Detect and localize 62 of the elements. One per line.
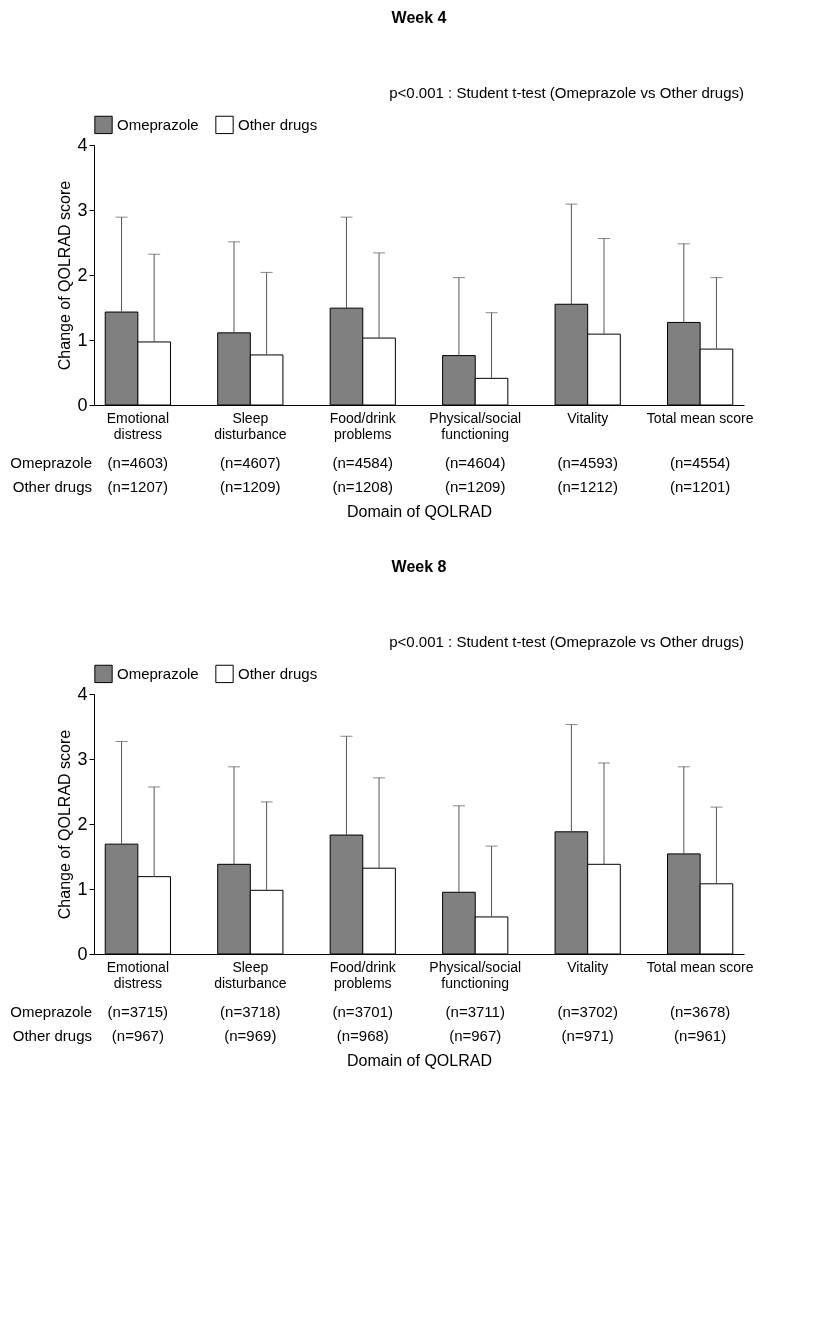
text: (n=1208) (332, 478, 394, 495)
x-axis-title: Domain of QOLRAD (347, 502, 492, 520)
text: (n=971) (561, 1027, 614, 1044)
x-axis-title: Domain of QOLRAD (347, 1051, 492, 1069)
text: (n=1212) (557, 478, 618, 495)
chart-title: Week 8 (391, 558, 447, 575)
legend-label: Other drugs (238, 115, 318, 133)
text: Other drugs (12, 1027, 92, 1044)
y-tick-label: 1 (77, 878, 88, 899)
text: (n=961) (674, 1027, 727, 1044)
text: (n=4593) (557, 454, 618, 471)
x-tick-label: Food/drink problems (329, 409, 397, 442)
text: (n=1209) (220, 478, 281, 495)
text: (n=3701) (332, 1003, 394, 1020)
x-tick-label: Emotional distress (106, 958, 169, 991)
text: (n=968) (336, 1027, 389, 1044)
x-tick-label: Vitality (567, 409, 609, 426)
text: (n=1207) (107, 478, 169, 495)
y-axis-title: Change of QOLRAD score (56, 180, 74, 371)
text: (n=3718) (220, 1003, 281, 1020)
chart-title: Week 4 (391, 9, 447, 26)
text: (n=967) (111, 1027, 164, 1044)
text: Omeprazole (10, 1003, 92, 1020)
text: (n=4554) (669, 454, 731, 471)
text: (n=969) (224, 1027, 277, 1044)
text: (n=1209) (444, 478, 506, 495)
y-tick-label: 1 (77, 329, 88, 350)
text: (n=4584) (332, 454, 394, 471)
text: (n=3678) (669, 1003, 731, 1020)
x-tick-label: Total mean score (646, 958, 754, 975)
x-tick-label: Food/drink problems (329, 958, 397, 991)
x-tick-label: Total mean score (646, 409, 754, 426)
text: (n=4607) (220, 454, 281, 471)
text: (n=967) (449, 1027, 502, 1044)
y-tick-label: 2 (77, 813, 88, 834)
x-tick-label: Sleep disturbance (214, 958, 287, 991)
text: (n=1201) (669, 478, 731, 495)
x-tick-label: Sleep disturbance (214, 409, 287, 442)
y-tick-label: 4 (77, 683, 88, 704)
text: (n=3711) (445, 1003, 505, 1020)
text: (n=3702) (557, 1003, 618, 1020)
text: (n=4603) (107, 454, 169, 471)
text: (n=3715) (107, 1003, 169, 1020)
text: (n=4604) (444, 454, 506, 471)
legend-label: Omeprazole (117, 664, 199, 682)
x-tick-label: Physical/social functioning (429, 958, 522, 991)
y-tick-label: 2 (77, 264, 88, 285)
y-tick-label: 3 (77, 748, 88, 769)
text: Omeprazole (10, 454, 92, 471)
x-tick-label: Vitality (567, 958, 609, 975)
y-axis-title: Change of QOLRAD score (56, 729, 74, 920)
x-tick-label: Physical/social functioning (429, 409, 522, 442)
y-tick-label: 3 (77, 199, 88, 220)
chart-subtitle: p<0.001 : Student t-test (Omeprazole vs Other drugs) (389, 84, 744, 101)
y-tick-label: 0 (77, 394, 88, 415)
chart-subtitle: p<0.001 : Student t-test (Omeprazole vs Other drugs) (389, 633, 744, 650)
text: Other drugs (12, 478, 92, 495)
y-tick-label: 4 (77, 134, 88, 155)
x-tick-label: Emotional distress (106, 409, 169, 442)
legend-label: Omeprazole (117, 115, 199, 133)
legend-label: Other drugs (238, 664, 318, 682)
y-tick-label: 0 (77, 943, 88, 964)
